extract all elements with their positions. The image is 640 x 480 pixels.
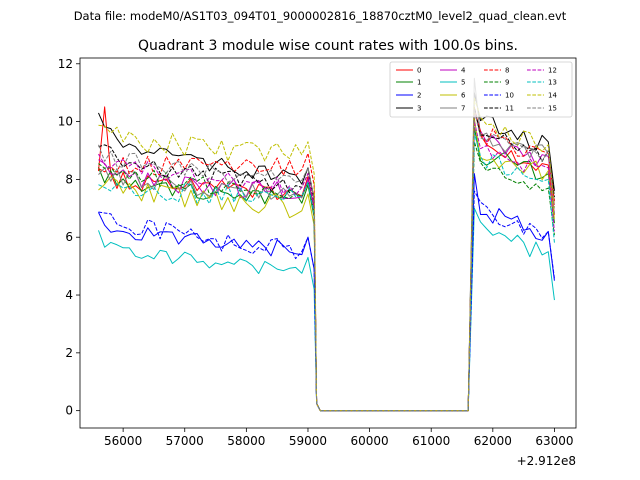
x-axis-offset-label: +2.912e8: [517, 454, 576, 468]
legend-label-3: 3: [417, 105, 421, 113]
y-tick-label: 0: [65, 404, 73, 418]
legend-label-2: 2: [417, 92, 421, 100]
y-axis: 0 2 4 6 8 10 12: [58, 57, 80, 418]
legend-label-4: 4: [461, 67, 466, 75]
x-tick-label: 59000: [289, 434, 327, 448]
legend-frame: [389, 61, 573, 118]
legend-label-11: 11: [505, 105, 514, 113]
y-tick-label: 8: [65, 172, 73, 186]
legend-label-14: 14: [548, 92, 557, 100]
x-tick-label: 63000: [535, 434, 573, 448]
x-tick-label: 60000: [350, 434, 388, 448]
y-tick-label: 6: [65, 230, 73, 244]
legend-label-1: 1: [417, 79, 421, 87]
x-tick-label: 57000: [166, 434, 204, 448]
legend-label-15: 15: [548, 105, 557, 113]
legend-label-8: 8: [505, 67, 509, 75]
y-tick-label: 2: [65, 346, 73, 360]
legend-label-10: 10: [505, 92, 514, 100]
series-line-15: [98, 109, 555, 412]
legend-label-7: 7: [461, 105, 465, 113]
legend-label-13: 13: [548, 79, 557, 87]
y-tick-label: 10: [58, 115, 73, 129]
x-axis: 56000 57000 58000 59000 60000 61000 62000 63000: [104, 428, 574, 448]
y-tick-label: 4: [65, 288, 73, 302]
legend-label-0: 0: [417, 67, 421, 75]
series-line-11: [98, 106, 555, 412]
x-tick-label: 61000: [412, 434, 450, 448]
plot-area: [79, 57, 577, 429]
chart-title: Quadrant 3 module wise count rates with …: [138, 38, 518, 54]
legend-label-9: 9: [505, 79, 509, 87]
series-line-9: [98, 141, 555, 412]
x-tick-label: 56000: [104, 434, 142, 448]
legend-label-6: 6: [461, 92, 466, 100]
figure-suptitle: Data file: modeM0/AS1T03_094T01_90000028…: [74, 9, 567, 23]
plot-frame: [79, 57, 577, 429]
legend-label-5: 5: [461, 79, 465, 87]
legend-label-12: 12: [548, 67, 557, 75]
x-tick-label: 62000: [474, 434, 512, 448]
x-tick-label: 58000: [227, 434, 265, 448]
y-tick-label: 12: [58, 57, 73, 71]
